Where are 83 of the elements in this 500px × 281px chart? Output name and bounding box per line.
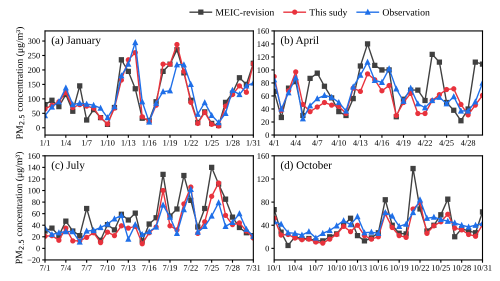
x-tick-label: 1/25: [204, 140, 219, 146]
y-tick-label: 80: [261, 199, 269, 206]
legend-label: Observation: [382, 8, 430, 16]
y-tick-label: 80: [261, 80, 269, 86]
x-tick-label: 4/19: [396, 140, 411, 146]
x-tick-label: 4/7: [312, 140, 322, 146]
x-tick-label: 7/31: [246, 265, 260, 271]
legend-label: MEIC-revision: [216, 9, 274, 16]
x-tick-label: 10/1: [267, 265, 282, 271]
x-tick-label: 10/31: [474, 265, 492, 271]
y-tick-label: 160: [258, 28, 269, 34]
y-tick-label: 120: [258, 54, 269, 60]
x-tick-label: 4/13: [353, 140, 368, 146]
y-tick-label: 0: [265, 246, 269, 252]
x-tick-label: 4/10: [332, 140, 346, 146]
y-tick-label: 150: [28, 82, 40, 88]
x-tick-label: 4/4: [290, 140, 301, 146]
y-tick-label: 80: [32, 199, 40, 206]
y-tick-label: 0: [36, 246, 40, 252]
x-tick-label: 7/13: [121, 265, 136, 271]
chart-title: (d) October: [280, 161, 332, 172]
x-tick-label: 10/4: [288, 265, 302, 271]
x-tick-label: 7/19: [163, 265, 178, 271]
x-tick-label: 7/16: [142, 265, 156, 271]
y-tick-label: 160: [28, 153, 40, 159]
y-tick-label: 100: [28, 188, 40, 194]
y-tick-label: 0: [265, 132, 269, 138]
x-tick-label: 1/10: [100, 140, 115, 146]
x-tick-label: 1/22: [184, 140, 198, 146]
x-tick-label: 10/19: [390, 265, 408, 271]
y-tick-label: 40: [261, 222, 269, 228]
x-tick-label: 10/28: [452, 265, 471, 271]
x-tick-label: 7/7: [82, 265, 92, 271]
x-tick-label: 7/22: [184, 265, 198, 271]
x-tick-label: 10/7: [309, 265, 323, 271]
y-tick-label: 60: [261, 93, 269, 99]
chart-title: (b) April: [280, 36, 319, 46]
y-tick-label: 300: [28, 38, 40, 44]
x-tick-label: 4/16: [374, 140, 390, 146]
x-tick-label: 4/22: [418, 140, 432, 146]
x-tick-label: 4/28: [460, 140, 476, 146]
y-tick-label: 60: [32, 211, 40, 217]
y-tick-label: 160: [258, 153, 269, 159]
y-tick-label: 40: [32, 222, 40, 228]
y-axis-title: PM$_{2.5}$ concentration (μg/m³): [15, 152, 24, 264]
x-tick-label: 1/4: [61, 140, 72, 146]
x-tick-label: 10/22: [411, 265, 430, 271]
x-tick-label: 10/16: [370, 265, 388, 271]
x-tick-label: 7/28: [226, 265, 240, 271]
y-tick-label: 140: [28, 164, 40, 170]
x-tick-label: 4/25: [439, 140, 454, 146]
chart-title: (c) July: [52, 161, 85, 172]
y-tick-label: 20: [32, 234, 40, 240]
x-tick-label: 7/4: [61, 265, 72, 271]
x-tick-label: 1/31: [246, 140, 260, 146]
y-tick-label: −20: [28, 257, 40, 263]
y-tick-label: 100: [28, 96, 40, 102]
x-tick-label: 7/10: [100, 265, 115, 271]
x-tick-label: 1/1: [40, 140, 50, 146]
y-tick-label: 40: [261, 106, 269, 112]
x-tick-label: 1/16: [142, 140, 156, 146]
y-axis-title: PM$_{2.5}$ concentration (μg/m³): [16, 27, 25, 140]
x-tick-label: 10/25: [432, 265, 450, 271]
x-tick-label: 7/1: [40, 265, 50, 271]
y-tick-label: 0: [36, 125, 40, 131]
x-tick-label: 7/25: [204, 265, 219, 271]
y-tick-label: 120: [258, 176, 269, 182]
y-tick-label: 100: [258, 67, 269, 73]
x-tick-label: 1/13: [122, 140, 136, 146]
x-tick-label: 1/28: [226, 140, 240, 146]
chart-title: (a) January: [52, 36, 101, 46]
x-tick-label: 1/19: [163, 140, 178, 146]
x-tick-label: 10/13: [348, 265, 367, 271]
y-tick-label: 200: [28, 67, 40, 73]
y-tick-label: 140: [258, 41, 269, 47]
y-tick-label: 250: [28, 52, 40, 58]
x-tick-label: 4/1: [269, 140, 279, 146]
y-tick-label: 50: [32, 110, 40, 116]
legend-label: This sudy: [309, 8, 348, 18]
x-tick-label: 10/10: [328, 265, 346, 271]
x-tick-label: 1/7: [82, 140, 92, 146]
y-tick-label: 20: [261, 119, 269, 125]
y-tick-label: 120: [28, 176, 40, 182]
